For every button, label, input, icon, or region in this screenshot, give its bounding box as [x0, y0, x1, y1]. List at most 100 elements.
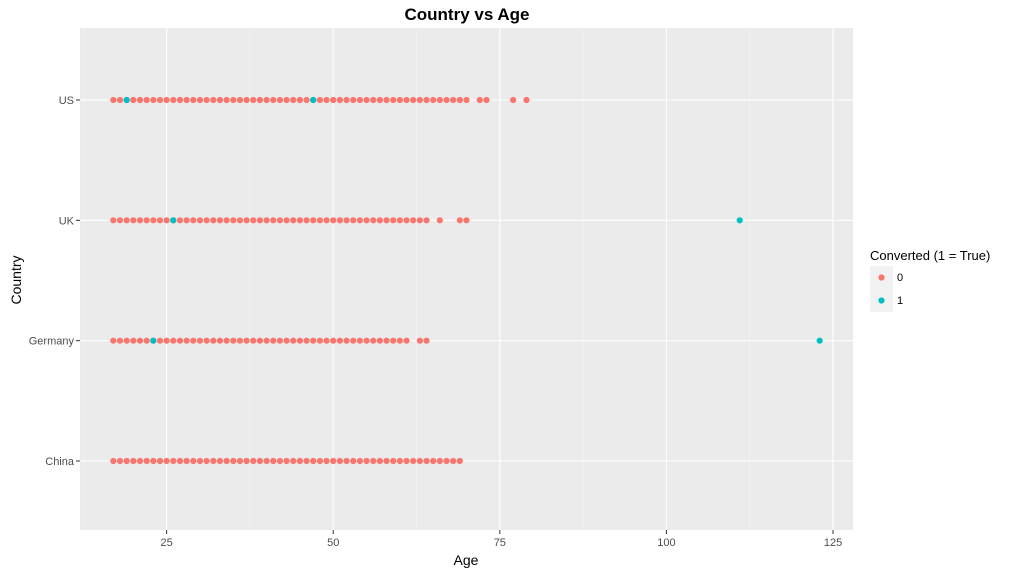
point-0-china: [323, 457, 330, 465]
point-0-us: [156, 96, 164, 104]
point-0-us: [483, 96, 490, 104]
point-0-germany: [263, 337, 270, 344]
point-0-uk: [283, 217, 290, 224]
point-0-germany: [343, 337, 350, 344]
point-1-germany: [816, 337, 823, 344]
point-0-uk: [363, 217, 370, 224]
point-0-us: [116, 96, 124, 104]
legend-key-1: [878, 297, 885, 304]
point-0-us: [390, 96, 397, 104]
y-axis-ticks: China Germany UK US: [29, 95, 80, 468]
point-0-us: [263, 96, 270, 104]
point-0-uk: [150, 217, 157, 224]
point-0-china: [236, 457, 244, 465]
point-0-germany: [223, 337, 230, 344]
point-0-germany: [303, 337, 310, 344]
point-0-germany: [116, 337, 124, 344]
point-0-germany: [396, 337, 403, 344]
point-0-china: [210, 457, 217, 465]
point-0-china: [410, 457, 417, 465]
point-0-germany: [383, 337, 390, 344]
point-0-uk: [336, 217, 343, 224]
point-0-china: [356, 457, 363, 465]
point-0-uk: [436, 217, 443, 224]
point-0-china: [310, 457, 317, 465]
point-0-uk: [316, 217, 323, 224]
point-0-us: [343, 96, 350, 104]
point-0-uk: [130, 217, 137, 224]
point-0-uk: [223, 217, 230, 224]
point-0-germany: [190, 337, 197, 344]
point-0-germany: [376, 337, 383, 344]
point-0-us: [276, 96, 284, 104]
x-tick-label: 25: [161, 537, 173, 549]
point-0-germany: [136, 337, 144, 344]
y-tick-label: UK: [59, 215, 75, 227]
point-0-china: [170, 457, 177, 465]
point-0-uk: [136, 217, 144, 224]
point-0-us: [376, 96, 383, 104]
point-1-germany: [150, 337, 157, 344]
point-0-uk: [270, 217, 277, 224]
point-0-china: [423, 457, 430, 465]
point-0-us: [356, 96, 363, 104]
legend-title: Converted (1 = True): [870, 248, 990, 263]
point-0-uk: [123, 217, 130, 224]
point-0-uk: [396, 217, 403, 224]
point-0-germany: [216, 337, 224, 344]
point-0-uk: [376, 217, 383, 224]
point-0-germany: [250, 337, 257, 344]
point-0-us: [450, 96, 457, 104]
point-0-uk: [323, 217, 330, 224]
point-0-us: [416, 96, 423, 104]
point-0-china: [230, 457, 237, 465]
point-0-us: [256, 96, 264, 104]
point-0-uk: [203, 217, 210, 224]
point-0-china: [396, 457, 403, 465]
point-0-us: [303, 96, 310, 104]
point-1-uk: [170, 217, 177, 224]
point-0-us: [396, 96, 403, 104]
data-points: [110, 96, 823, 465]
point-0-germany: [416, 337, 423, 344]
point-0-us: [270, 96, 277, 104]
point-0-germany: [336, 337, 343, 344]
point-0-uk: [236, 217, 244, 224]
point-0-uk: [310, 217, 317, 224]
point-0-us: [130, 96, 137, 104]
point-0-china: [376, 457, 383, 465]
point-0-china: [256, 457, 264, 465]
point-0-uk: [403, 217, 410, 224]
point-0-uk: [116, 217, 124, 224]
point-0-us: [383, 96, 390, 104]
point-0-uk: [296, 217, 304, 224]
point-0-china: [250, 457, 257, 465]
point-0-germany: [210, 337, 217, 344]
point-0-us: [510, 96, 517, 104]
point-0-uk: [230, 217, 237, 224]
point-0-uk: [176, 217, 184, 224]
point-0-germany: [170, 337, 177, 344]
y-axis-title: Country: [8, 255, 24, 304]
point-0-china: [450, 457, 457, 465]
point-0-china: [110, 457, 117, 465]
point-0-china: [350, 457, 357, 465]
point-0-china: [176, 457, 184, 465]
point-0-us: [436, 96, 443, 104]
point-0-us: [210, 96, 217, 104]
point-0-germany: [423, 337, 430, 344]
point-0-china: [383, 457, 390, 465]
point-0-germany: [163, 337, 170, 344]
point-0-us: [316, 96, 323, 104]
point-0-uk: [256, 217, 264, 224]
x-axis-ticks: 25 50 75 100 125: [161, 530, 842, 549]
point-0-china: [150, 457, 157, 465]
point-0-uk: [290, 217, 297, 224]
x-axis-title: Age: [454, 552, 479, 568]
point-0-us: [403, 96, 410, 104]
point-1-uk: [736, 217, 743, 224]
point-0-us: [163, 96, 170, 104]
x-tick-label: 100: [657, 537, 675, 549]
